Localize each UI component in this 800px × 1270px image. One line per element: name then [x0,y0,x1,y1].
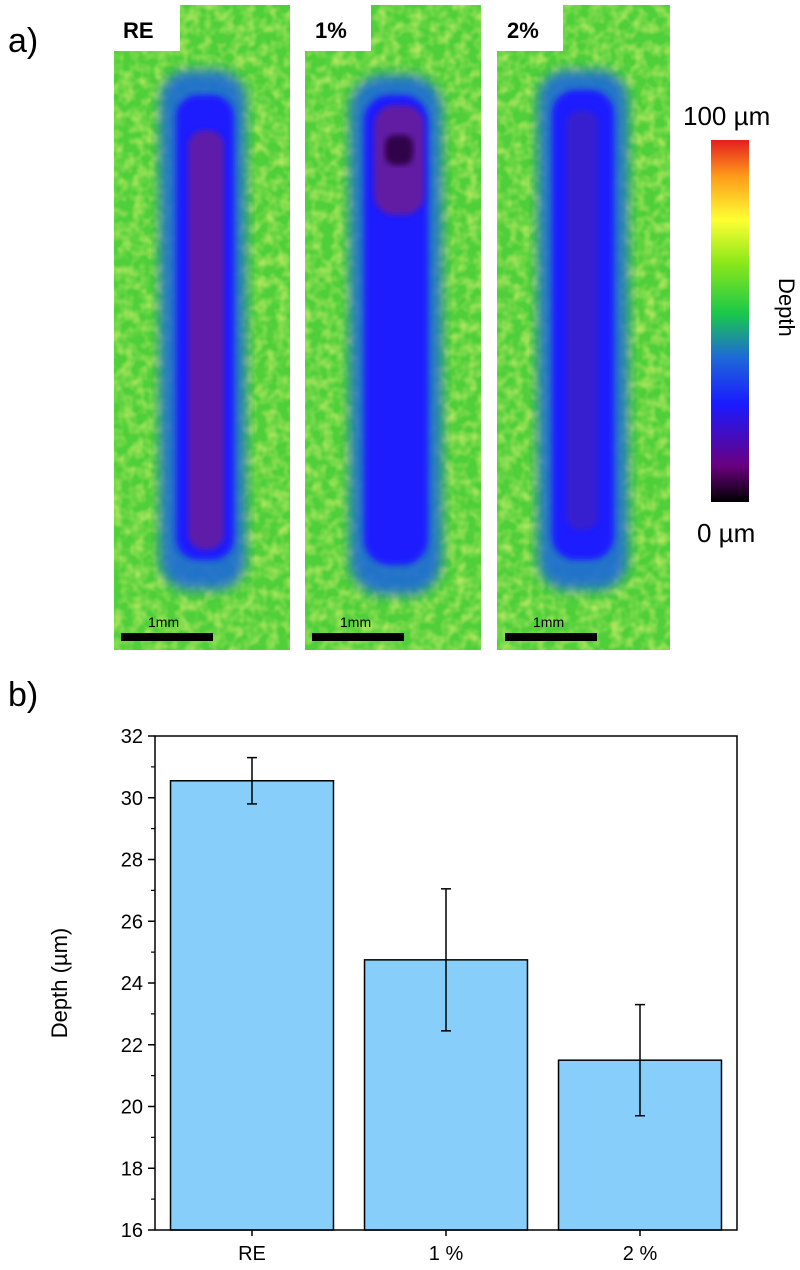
x-axis: RE 1 % 2 % [238,1230,657,1265]
colorbar-gradient [711,140,749,502]
depth-map-re: RE 1mm [114,5,290,650]
depth-map-2pct: 2% 1mm [497,5,670,650]
scan-re-label: RE [123,18,154,43]
scale-label-re: 1mm [148,614,179,630]
scan-1pct-label-bg [305,5,371,51]
y-tick-label-7: 30 [121,788,143,810]
panel-a-letter: a) [8,22,38,60]
scan-2pct-label: 2% [507,18,539,43]
colorbar-max-label: 100 µm [683,101,770,131]
x-tick-label-2: 2 % [623,1243,658,1265]
scan-re-label-bg [114,5,180,51]
bar-0 [169,780,335,1231]
y-tick-label-6: 28 [121,850,143,872]
depth-map-1pct: 1mm 1% [305,5,481,650]
scale-bar-2pct [505,633,597,641]
colorbar-title: Depth [774,278,799,337]
y-axis-title: Depth (µm) [47,928,72,1038]
scale-bar-1pct [312,633,404,641]
colorbar: 100 µm 0 µm Depth [683,101,799,548]
y-tick-label-5: 26 [121,911,143,933]
y-tick-label-8: 32 [121,726,143,748]
bars-group [169,780,723,1231]
y-tick-label-2: 20 [121,1097,143,1119]
scale-label-1pct: 1mm [340,614,371,630]
y-tick-label-1: 18 [121,1158,143,1180]
scan-2pct-label-bg [497,5,563,51]
scan-1pct-label: 1% [315,18,347,43]
scale-bar-re [121,633,213,641]
x-tick-label-1: 1 % [429,1243,464,1265]
x-tick-label-0: RE [238,1243,266,1265]
y-tick-label-3: 22 [121,1035,143,1057]
colorbar-min-label: 0 µm [697,518,755,548]
scale-label-2pct: 1mm [533,614,564,630]
y-tick-label-4: 24 [121,973,143,995]
y-axis: 16 18 20 22 24 26 28 30 32 [121,726,155,1242]
panel-b-letter: b) [8,676,38,714]
y-tick-label-0: 16 [121,1220,143,1242]
bar-chart: 16 18 20 22 24 26 28 30 32 RE 1 % 2 % Depth (µm) [47,726,738,1265]
error-bars-group [247,756,645,1117]
